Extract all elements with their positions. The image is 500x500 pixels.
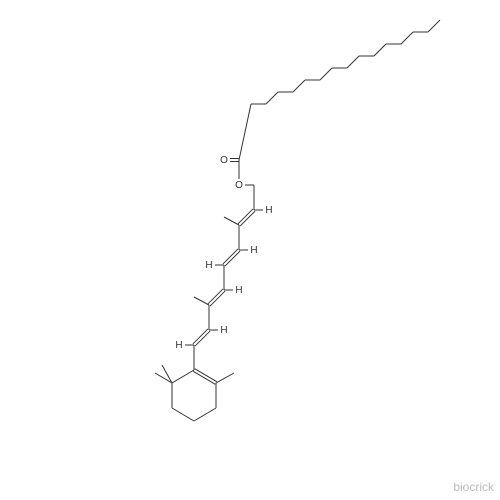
svg-text:O: O	[220, 155, 228, 166]
svg-text:H: H	[235, 285, 242, 296]
molecule-structure: O O H H H H H H	[0, 0, 500, 500]
watermark-text: biocrick	[453, 480, 494, 494]
svg-text:H: H	[175, 340, 182, 351]
svg-text:H: H	[205, 260, 212, 271]
svg-text:H: H	[250, 245, 257, 256]
svg-text:O: O	[235, 180, 243, 191]
svg-text:H: H	[265, 205, 272, 216]
svg-text:H: H	[220, 325, 227, 336]
